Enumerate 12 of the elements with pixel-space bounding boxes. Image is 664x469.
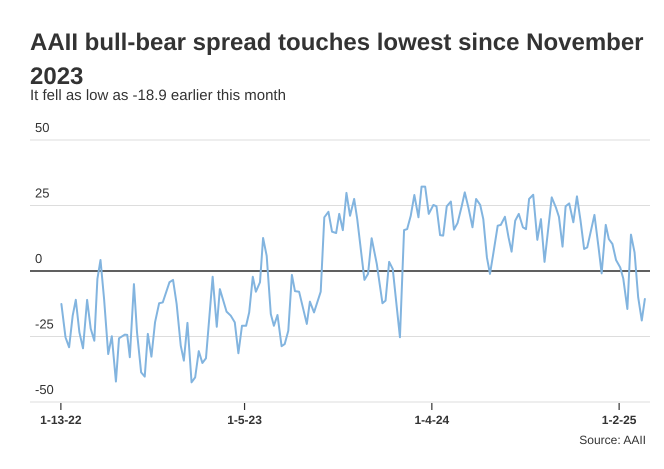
x-tick-label: 1-13-22 [40,413,82,427]
chart-title: AAII bull-bear spread touches lowest since November 2023 [30,29,644,90]
source-note: Source: AAII [579,433,646,447]
x-tick-label: 1-2-25 [602,413,637,427]
chart-subtitle: It fell as low as -18.9 earlier this month [30,87,286,104]
x-tick-label: 1-5-23 [227,413,262,427]
x-tick-label: 1-4-24 [414,413,450,427]
y-tick-label: -25 [35,316,54,332]
y-tick-label: 0 [35,251,42,266]
y-tick-label: -50 [35,382,54,397]
y-tick-label: 50 [35,120,50,135]
y-tick-label: 25 [35,186,50,200]
